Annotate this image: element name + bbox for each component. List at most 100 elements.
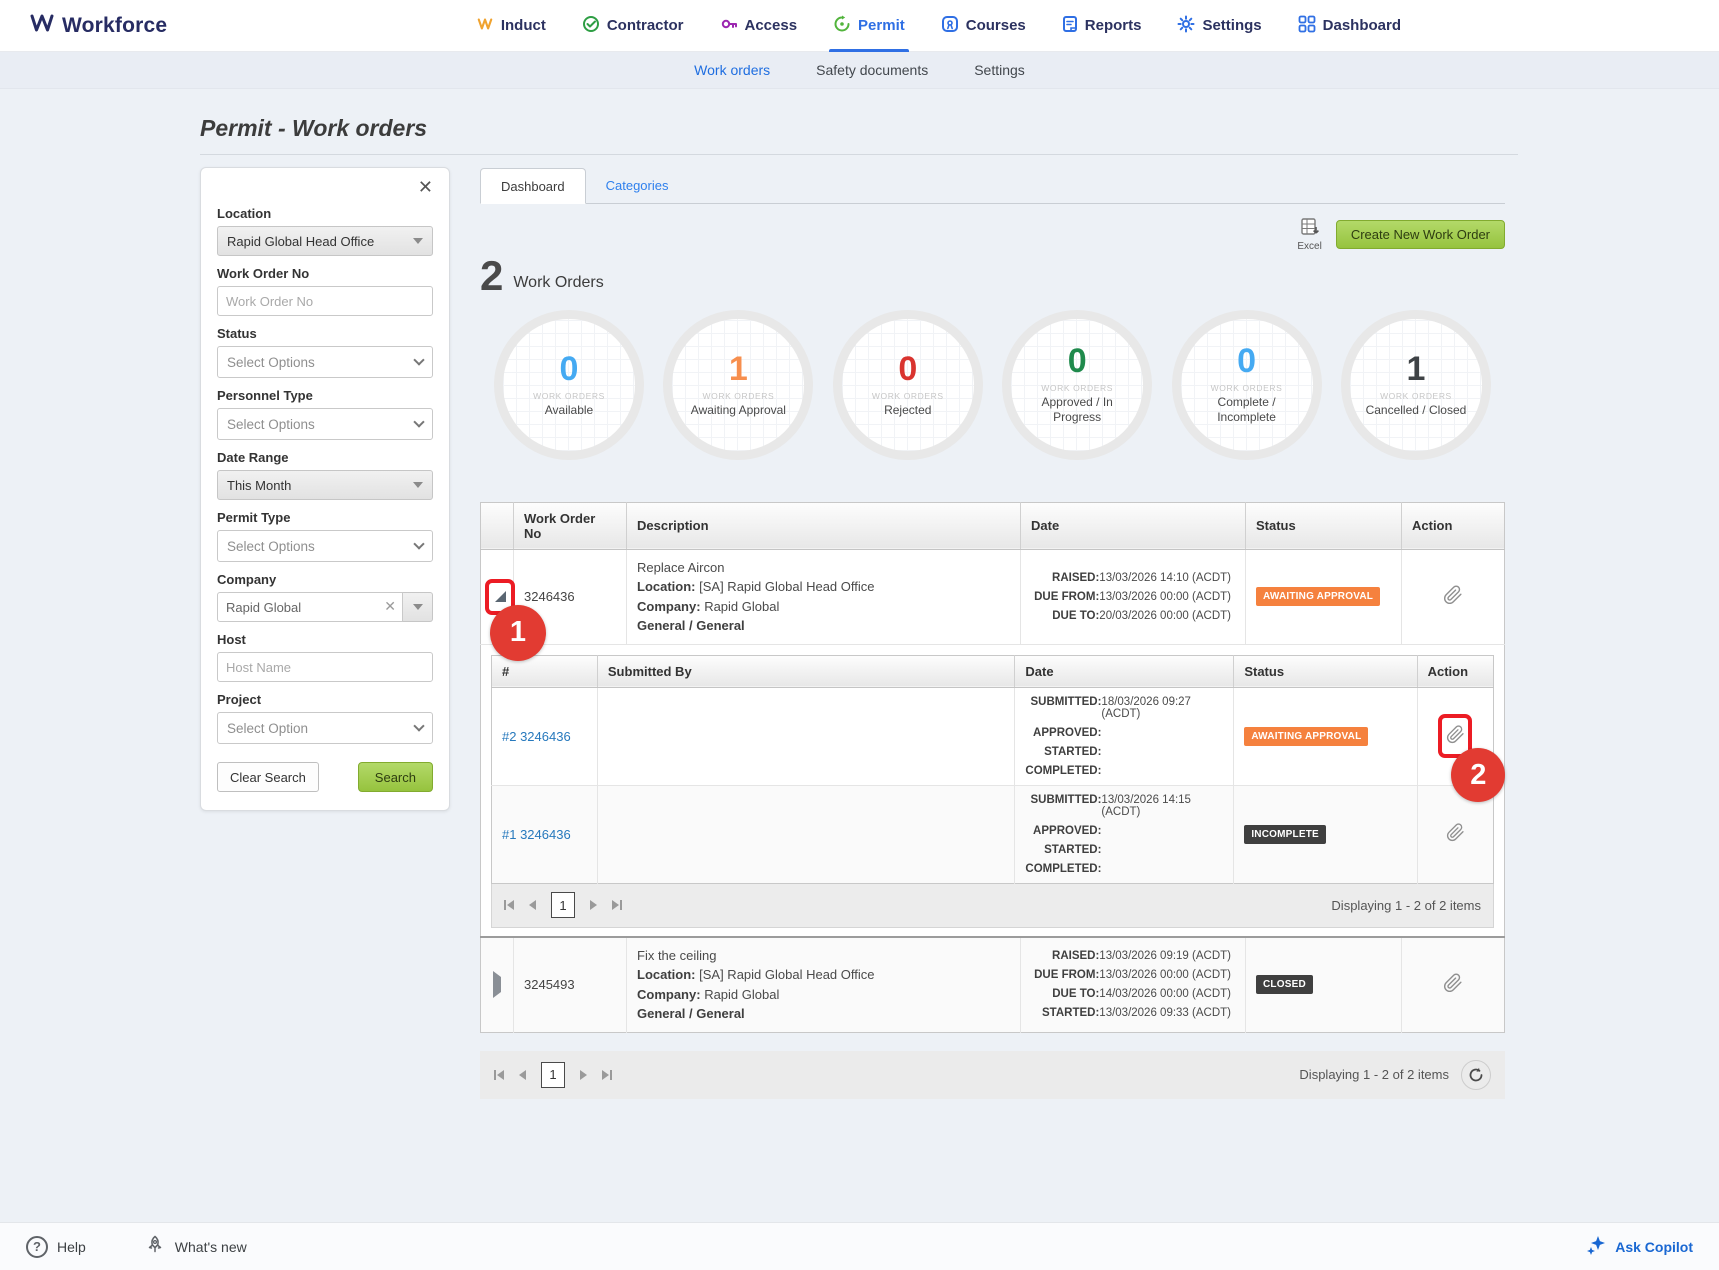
location-label: Location: — [637, 967, 696, 983]
first-page-button[interactable] — [494, 1069, 504, 1080]
whats-new-label: What's new — [174, 1238, 247, 1255]
first-page-button[interactable] — [504, 900, 514, 911]
date-range-label: Date Range — [217, 450, 289, 465]
dashboard-grid-icon — [1298, 15, 1316, 37]
clear-icon[interactable]: ✕ — [384, 598, 396, 614]
work-order-no-input[interactable] — [217, 286, 433, 316]
help-button[interactable]: ? Help — [26, 1235, 86, 1258]
col-action[interactable]: Action — [1417, 655, 1494, 688]
col-date[interactable]: Date — [1020, 502, 1246, 550]
stat-circle-awaiting-approval[interactable]: 1 WORK ORDERS Awaiting Approval — [663, 309, 814, 460]
nav-item-dashboard[interactable]: Dashboard — [1298, 0, 1401, 52]
filter-panel: ✕ Location Rapid Global Head Office Work… — [200, 167, 450, 811]
count-label: Work Orders — [513, 273, 604, 291]
tab-categories[interactable]: Categories — [605, 177, 669, 193]
work-order-no-cell: 3245493 — [513, 936, 627, 1033]
search-button[interactable]: Search — [357, 762, 433, 792]
previous-page-button[interactable] — [519, 1069, 526, 1080]
primary-nav: Induct Contractor Access Permit Courses — [476, 0, 1401, 52]
col-action[interactable]: Action — [1401, 502, 1505, 550]
create-new-work-order-button[interactable]: Create New Work Order — [1335, 219, 1505, 249]
submissions-table: # Submitted By Date Status Action — [491, 654, 1506, 884]
col-status[interactable]: Status — [1233, 655, 1418, 688]
subnav-item-settings[interactable]: Settings — [974, 62, 1025, 78]
status-cell: AWAITING APPROVAL — [1233, 686, 1418, 786]
tab-strip: Dashboard Categories — [480, 167, 1505, 204]
permit-type-select[interactable]: Select Options — [217, 530, 433, 562]
stat-circle-rejected[interactable]: 0 WORK ORDERS Rejected — [832, 309, 983, 460]
workforce-logo-icon — [30, 13, 54, 38]
project-placeholder: Select Option — [227, 720, 309, 736]
stat-caption: WORK ORDERS — [871, 390, 944, 401]
nav-item-induct[interactable]: Induct — [476, 0, 546, 52]
nav-item-courses[interactable]: Courses — [941, 0, 1026, 52]
nav-item-settings[interactable]: Settings — [1177, 0, 1262, 52]
subnav-item-safety-documents[interactable]: Safety documents — [816, 62, 929, 78]
tab-dashboard[interactable]: Dashboard — [480, 168, 586, 204]
expanded-submissions-row: # Submitted By Date Status Action — [480, 643, 1506, 938]
project-select[interactable]: Select Option — [217, 712, 433, 744]
col-status[interactable]: Status — [1245, 502, 1402, 550]
last-page-button[interactable] — [612, 900, 622, 911]
collapse-row-toggle[interactable] — [494, 591, 506, 603]
date-range-dropdown[interactable]: This Month — [217, 470, 433, 500]
col-submission-no[interactable]: # — [491, 655, 598, 688]
access-icon — [720, 15, 738, 37]
col-submitted-by[interactable]: Submitted By — [597, 655, 1016, 688]
expand-row-toggle[interactable] — [493, 971, 501, 999]
nav-item-permit[interactable]: Permit — [829, 0, 909, 52]
description-cell: Replace Aircon Location: [SA] Rapid Glob… — [626, 548, 1021, 645]
submitted-by-cell — [597, 686, 1016, 786]
status-cell: CLOSED — [1245, 936, 1402, 1033]
nav-item-contractor[interactable]: Contractor — [582, 0, 684, 52]
personnel-type-label: Personnel Type — [217, 388, 313, 403]
host-input[interactable] — [217, 652, 433, 682]
attachment-button[interactable] — [1446, 823, 1465, 845]
col-date[interactable]: Date — [1014, 655, 1235, 688]
page-number[interactable]: 1 — [541, 1061, 565, 1088]
col-work-order-no[interactable]: Work Order No — [513, 502, 627, 550]
date-cell: SUBMITTED: 13/03/2026 14:15 (ACDT) APPROV… — [1014, 784, 1235, 884]
personnel-type-select[interactable]: Select Options — [217, 408, 433, 440]
rocket-icon — [144, 1234, 166, 1259]
company-input[interactable] — [217, 592, 403, 622]
nav-label: Settings — [1202, 17, 1262, 34]
workforce-logo[interactable]: Workforce — [30, 13, 167, 38]
next-page-button[interactable] — [590, 900, 597, 911]
location-dropdown[interactable]: Rapid Global Head Office — [217, 226, 433, 256]
company-dropdown-button[interactable] — [403, 592, 433, 622]
attachment-button[interactable] — [1443, 585, 1463, 608]
export-excel-button[interactable]: Excel — [1297, 217, 1322, 252]
submission-link[interactable]: #2 3246436 — [502, 728, 571, 744]
chevron-down-icon — [413, 720, 425, 732]
copilot-sparkle-icon — [1585, 1234, 1607, 1259]
stat-circle-complete-incomplete[interactable]: 0 WORK ORDERS Complete / Incomplete — [1171, 309, 1322, 460]
subnav-item-work-orders[interactable]: Work orders — [694, 62, 771, 78]
stat-circle-cancelled-closed[interactable]: 1 WORK ORDERS Cancelled / Closed — [1340, 309, 1491, 460]
refresh-button[interactable] — [1461, 1059, 1491, 1090]
location-value: Rapid Global Head Office — [227, 233, 375, 249]
previous-page-button[interactable] — [529, 900, 536, 911]
attachment-button[interactable] — [1446, 725, 1465, 747]
annotation-box-2 — [1438, 714, 1473, 759]
excel-icon — [1300, 217, 1320, 240]
attachment-button[interactable] — [1443, 973, 1463, 996]
nav-item-access[interactable]: Access — [720, 0, 798, 52]
close-icon[interactable]: ✕ — [417, 177, 433, 197]
page-number[interactable]: 1 — [551, 892, 575, 919]
project-label: Project — [217, 692, 262, 707]
next-page-button[interactable] — [580, 1069, 587, 1080]
last-page-button[interactable] — [602, 1069, 612, 1080]
whats-new-button[interactable]: What's new — [144, 1234, 247, 1259]
status-select[interactable]: Select Options — [217, 346, 433, 378]
ask-copilot-button[interactable]: Ask Copilot — [1585, 1234, 1693, 1259]
stat-circle-available[interactable]: 0 WORK ORDERS Available — [494, 309, 644, 460]
col-description[interactable]: Description — [626, 502, 1021, 550]
pagination-info: Displaying 1 - 2 of 2 items — [1331, 897, 1481, 913]
nav-item-reports[interactable]: Reports — [1062, 0, 1141, 52]
stat-circle-approved-in-progress[interactable]: 0 WORK ORDERS Approved / In Progress — [1002, 309, 1153, 460]
submission-link[interactable]: #1 3246436 — [502, 826, 571, 842]
clear-search-button[interactable]: Clear Search — [217, 762, 319, 792]
nav-label: Access — [744, 17, 798, 34]
nav-label: Induct — [500, 17, 546, 34]
